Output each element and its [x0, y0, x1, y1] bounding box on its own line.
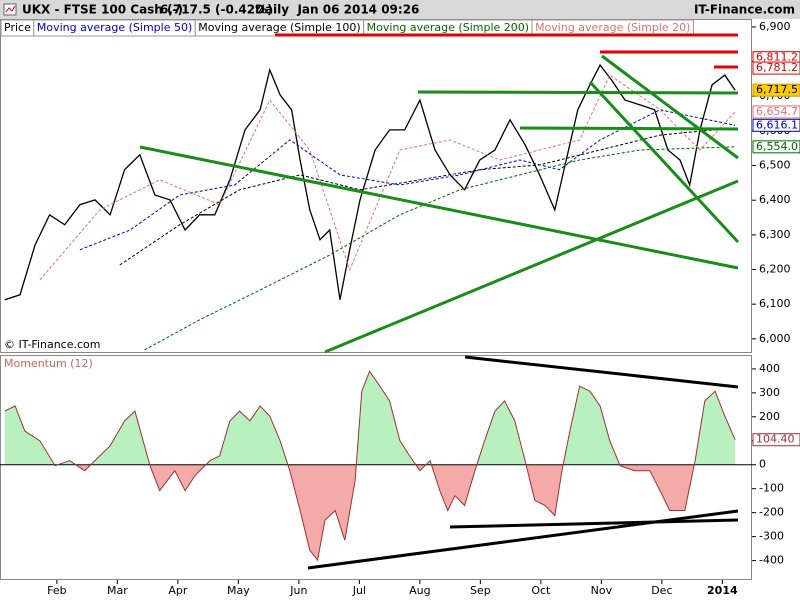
header-icon-glyph [5, 5, 16, 13]
trend-line [449, 518, 739, 529]
trend-lines [139, 33, 740, 354]
value-tag-box [752, 140, 800, 154]
value-tag-label: 6,554.0 [756, 140, 798, 153]
y-tick-label: 6,100 [759, 297, 791, 310]
y-tick-label: 300 [759, 386, 780, 399]
value-tag-box [752, 433, 800, 447]
trend-line [139, 145, 739, 270]
y-tick-label: -400 [759, 554, 784, 567]
legend-label[interactable]: Moving average (Simple 20) [535, 21, 690, 34]
momentum-area-negative [54, 464, 695, 561]
y-tick-label: -100 [759, 482, 784, 495]
y-tick-label: 400 [759, 362, 780, 375]
trend-line [588, 80, 740, 244]
x-tick-label: Jul [352, 584, 366, 597]
y-tick-label: 0 [759, 458, 766, 471]
value-tag-label: 104.40 [756, 433, 795, 446]
credit: © IT-Finance.com [4, 338, 101, 351]
momentum-frame [0, 355, 752, 580]
momentum-area-positive [4, 371, 736, 465]
x-tick-label: Oct [531, 584, 551, 597]
trend-line [417, 90, 739, 95]
value-tag-label: 6,811.2 [756, 51, 798, 64]
x-tick-label: Jun [289, 584, 307, 597]
y-tick-label: 6,000 [759, 332, 791, 345]
legend-label[interactable]: Moving average (Simple 50) [37, 21, 192, 34]
legend-label[interactable]: Moving average (Simple 200) [367, 21, 529, 34]
legend: Price Moving average (Simple 50) Moving av… [0, 19, 694, 37]
moving-average-line [39, 74, 736, 281]
value-tag-box [752, 61, 800, 75]
y-tick-label: -300 [759, 530, 784, 543]
moving-average-line [144, 146, 736, 351]
header: UKX - FTSE 100 Cash (-) 6,717.5 (-0.42%)… [0, 0, 800, 19]
value-tag-box [752, 83, 800, 97]
value-tag-label: 6,616.1 [756, 118, 798, 131]
value-tag-box [752, 118, 800, 132]
price-frame [0, 19, 752, 353]
date-label: Daily Jan 06 2014 09:26 [255, 3, 419, 17]
y-tick-label: 200 [759, 410, 780, 423]
momentum-title: Momentum (12) [4, 357, 93, 370]
source: IT-Finance.com [694, 3, 795, 17]
x-tick-label: Nov [591, 584, 613, 597]
momentum-line [4, 370, 736, 562]
x-tick-label: Sep [470, 584, 491, 597]
momentum-plot [0, 370, 752, 562]
value-tag-box [752, 105, 800, 119]
x-tick-label: Feb [47, 584, 66, 597]
x-tick-label: Dec [651, 584, 672, 597]
x-tick-label: Mar [107, 584, 128, 597]
y-tick-label: 6,500 [759, 159, 791, 172]
trend-line [307, 509, 739, 570]
legend-label[interactable]: Price [4, 21, 31, 34]
trend-line [519, 126, 739, 131]
last-price: 6,717.5 (-0.42%) [160, 3, 273, 17]
y-tick-label: -200 [759, 506, 784, 519]
trend-line [601, 54, 739, 160]
y-tick-label: 6,900 [759, 20, 791, 33]
y-tick-label: 6,300 [759, 228, 791, 241]
x-tick-label: Aug [409, 584, 430, 597]
momentum-trend-lines [307, 355, 739, 570]
trend-line [324, 179, 739, 354]
moving-average-line [119, 127, 736, 266]
instrument-title: UKX - FTSE 100 Cash (-) [22, 3, 183, 17]
x-tick-label: 2014 [707, 584, 738, 597]
y-tick-label: 6,400 [759, 193, 791, 206]
price-plot [4, 63, 736, 351]
y-tick-label: 6,200 [759, 263, 791, 276]
trend-line [464, 355, 739, 389]
legend-label[interactable]: Moving average (Simple 100) [198, 21, 360, 34]
value-tag-label: 6,781.2 [756, 61, 798, 74]
x-tick-label: Apr [168, 584, 188, 597]
value-tag-label: 6,717.5 [756, 83, 798, 96]
value-tag-label: 6,654.7 [756, 105, 798, 118]
x-tick-label: May [227, 584, 250, 597]
header-bar [0, 0, 800, 19]
price-line [4, 63, 736, 301]
moving-average-line [79, 109, 736, 251]
